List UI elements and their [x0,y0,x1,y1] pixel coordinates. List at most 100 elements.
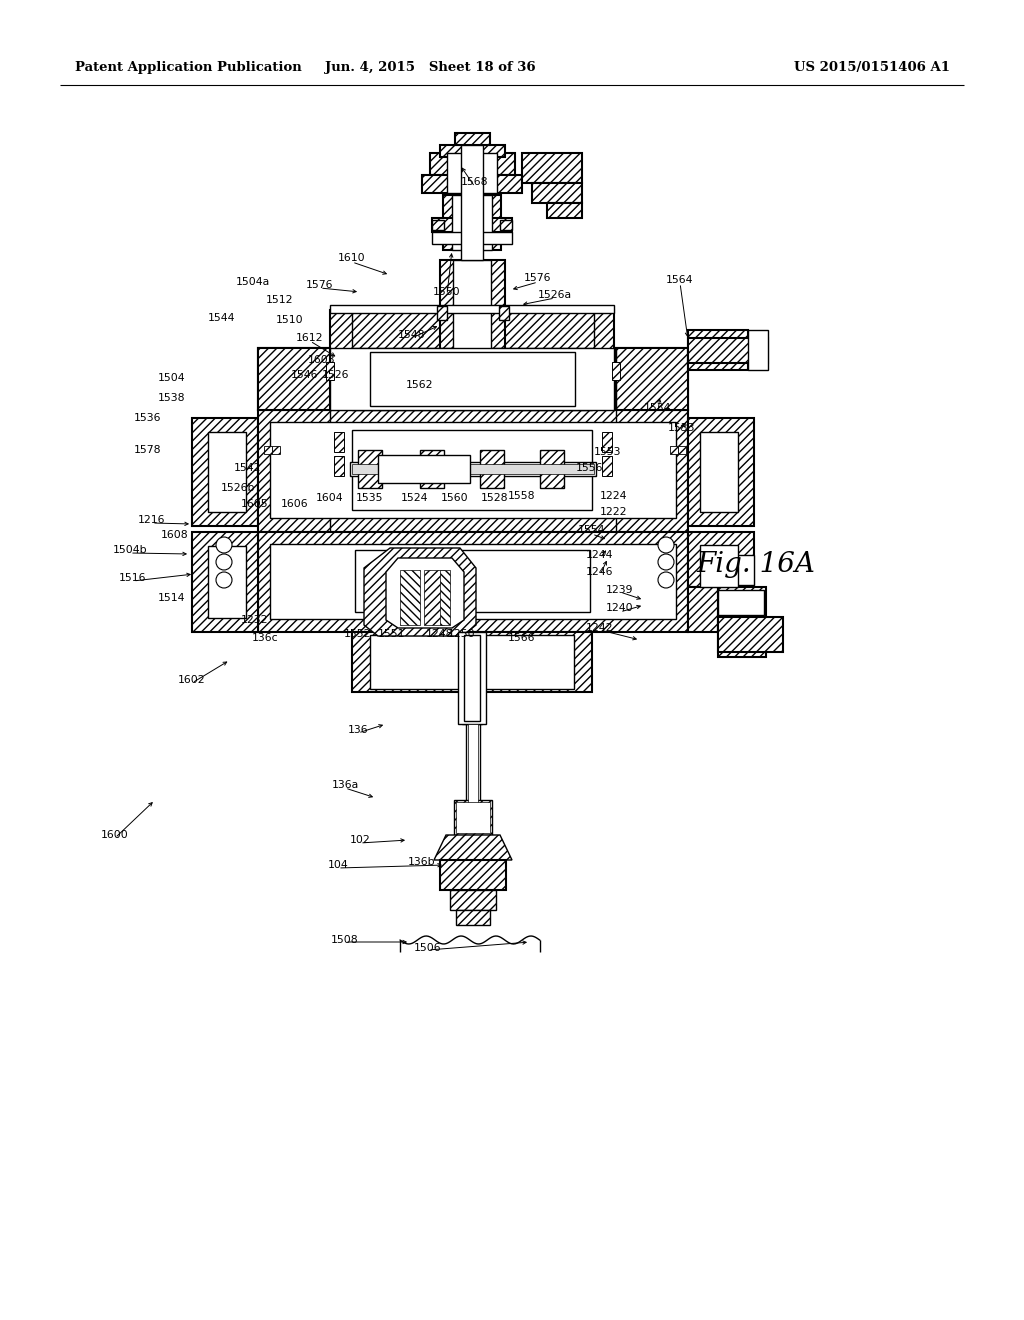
Circle shape [216,572,232,587]
Bar [612,362,620,380]
Text: 1576: 1576 [524,273,552,282]
Text: 1224: 1224 [600,491,628,502]
Circle shape [658,554,674,570]
Bar [450,890,496,909]
Text: 1550: 1550 [433,286,461,297]
Bar [616,348,688,411]
Circle shape [658,572,674,587]
Polygon shape [434,836,512,861]
Bar [700,432,738,512]
Bar [468,723,478,804]
Bar [432,232,512,244]
Text: 1560: 1560 [441,492,469,503]
Polygon shape [364,548,476,636]
Bar [270,544,676,619]
Bar [454,800,492,836]
Text: 1528: 1528 [481,492,509,503]
Bar [422,176,522,193]
Text: Jun. 4, 2015   Sheet 18 of 36: Jun. 4, 2015 Sheet 18 of 36 [325,62,536,74]
Bar [547,203,582,218]
Bar [430,153,515,176]
Bar [748,330,768,370]
Bar [670,446,678,454]
Text: 1546: 1546 [291,370,318,380]
Polygon shape [378,455,470,483]
Bar [437,306,447,319]
Bar [208,546,246,618]
Text: 1552: 1552 [344,630,372,639]
Circle shape [216,537,232,553]
Text: Patent Application Publication: Patent Application Publication [75,62,302,74]
Bar [258,348,330,411]
Text: 1535: 1535 [356,492,384,503]
Text: 1510: 1510 [276,315,304,325]
Circle shape [658,537,674,553]
Bar [464,635,480,721]
Text: 1608: 1608 [161,531,188,540]
Bar [208,432,246,512]
Bar [447,153,497,193]
Text: 1603: 1603 [308,355,336,366]
Bar [678,446,686,454]
Text: 136a: 136a [332,780,358,789]
Text: 1610: 1610 [338,253,366,263]
Bar [456,803,490,833]
Bar [500,220,512,230]
Text: 1524: 1524 [401,492,429,503]
Bar [452,195,492,249]
Bar [352,632,592,692]
Bar [330,545,615,618]
Text: 1222: 1222 [600,507,628,517]
Text: 1512: 1512 [266,294,294,305]
Text: 1548: 1548 [398,330,426,341]
Bar [461,145,483,260]
Text: 1533: 1533 [669,422,695,433]
Bar [718,587,766,657]
Text: 136b: 136b [409,857,436,867]
Bar [432,220,444,230]
Text: 1605: 1605 [242,499,269,510]
Text: 1250: 1250 [449,630,476,639]
Bar [494,310,614,375]
Bar [258,348,688,411]
Text: 1606: 1606 [282,499,309,510]
Text: 1526b: 1526b [221,483,255,492]
Circle shape [216,554,232,570]
Bar [688,532,754,587]
Text: 1538: 1538 [159,393,185,403]
Bar [602,432,612,451]
Text: 1612: 1612 [296,333,324,343]
Bar [718,554,754,585]
Text: US 2015/0151406 A1: US 2015/0151406 A1 [794,62,950,74]
Text: 1553: 1553 [594,447,622,457]
Text: 1516: 1516 [119,573,146,583]
Text: 1544: 1544 [208,313,236,323]
Text: 1506: 1506 [414,942,441,953]
Bar [458,632,486,723]
Bar [602,455,612,477]
Bar [420,450,444,488]
Bar [370,352,575,407]
Bar [440,861,506,890]
Bar [258,411,688,532]
Bar [358,450,382,488]
Bar [330,425,615,515]
Bar [193,532,258,632]
Bar [718,616,783,652]
Text: 1246: 1246 [587,568,613,577]
Bar [352,430,592,510]
Text: 1602: 1602 [178,675,206,685]
Text: 1242: 1242 [587,623,613,634]
Bar [272,446,280,454]
Text: 1558: 1558 [508,491,536,502]
Bar [700,545,738,587]
Text: 1566: 1566 [508,634,536,643]
Bar [462,632,482,723]
Bar [270,422,676,517]
Bar [352,348,592,411]
Text: 1239: 1239 [606,585,634,595]
Bar [334,432,344,451]
Text: 102: 102 [349,836,371,845]
Text: Fig. 16A: Fig. 16A [696,552,815,578]
Bar [326,362,334,380]
